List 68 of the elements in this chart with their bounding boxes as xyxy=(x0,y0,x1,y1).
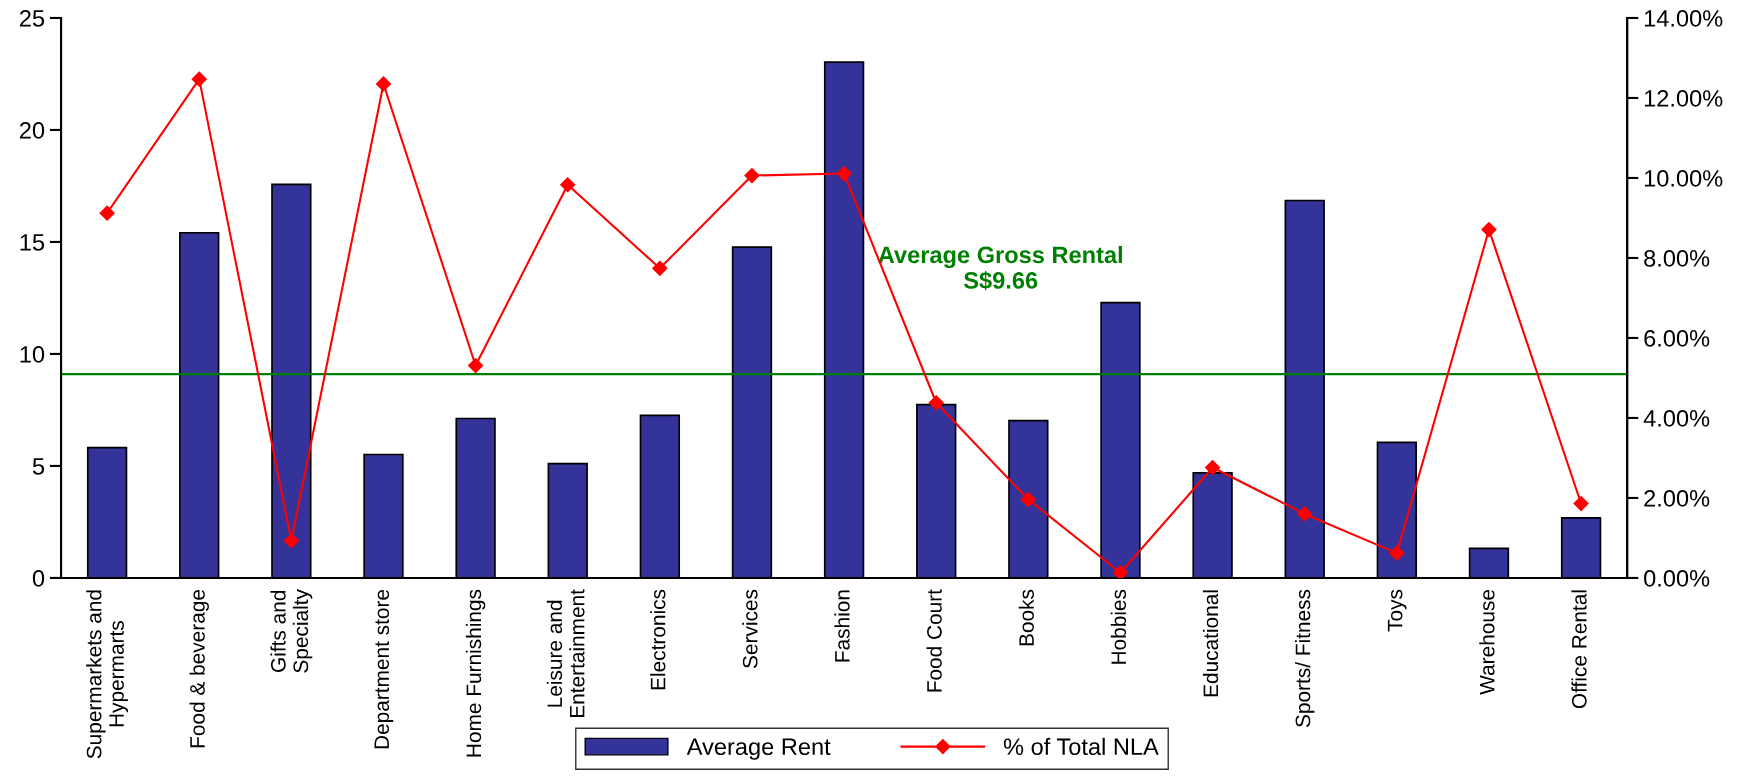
ref-line-label: Average Gross Rental S$9.66 xyxy=(878,245,1122,291)
y2-tick-label: 6.00% xyxy=(1644,330,1710,347)
x-tick-label: Books xyxy=(1018,589,1034,646)
y-tick-label: 5 xyxy=(32,458,45,475)
y-tick-label: 0 xyxy=(32,570,45,587)
x-tick-label: Department store xyxy=(374,589,394,749)
bar xyxy=(1376,441,1418,578)
x-tick-label: Services xyxy=(742,589,758,668)
legend-label: Average Rent xyxy=(686,738,831,760)
point xyxy=(468,357,484,374)
point xyxy=(744,167,760,184)
x-tick-label: Sports/ Fitness xyxy=(1295,589,1315,728)
bar xyxy=(731,246,773,578)
y-tick-label: 20 xyxy=(20,122,45,139)
x-tick-label: Warehouse xyxy=(1479,589,1495,695)
x-tick-label: Educational xyxy=(1202,590,1219,697)
point xyxy=(283,533,299,549)
point xyxy=(1297,506,1313,522)
bar xyxy=(179,231,220,578)
bar xyxy=(1100,301,1141,578)
y-tick-label: 25 xyxy=(20,10,45,27)
point xyxy=(560,177,576,193)
bar xyxy=(823,61,865,578)
y2-tick-label: 12.00% xyxy=(1644,90,1723,107)
x-tick-label: Gifts and Specialty xyxy=(270,589,313,673)
x-tick-label: Fashion xyxy=(834,590,850,662)
point xyxy=(1481,221,1497,238)
bar xyxy=(1008,419,1049,578)
bar xyxy=(1284,199,1325,578)
y2-tick-label: 0.00% xyxy=(1644,570,1710,587)
x-tick-label: Toys xyxy=(1387,589,1407,632)
bar xyxy=(271,183,312,578)
point xyxy=(99,205,115,221)
y-tick-label: 10 xyxy=(20,346,45,363)
x-tick-label: Electronics xyxy=(650,589,666,690)
bar xyxy=(455,417,496,578)
y2-tick-label: 10.00% xyxy=(1644,170,1723,187)
legend-label: % of Total NLA xyxy=(1003,737,1159,756)
y2-tick-label: 4.00% xyxy=(1643,410,1710,427)
point xyxy=(1020,491,1036,508)
y2-tick-label: 14.00% xyxy=(1644,10,1723,27)
point xyxy=(1573,495,1589,512)
x-tick-label: Supermarkets and Hypermarts xyxy=(86,590,129,759)
y-tick-label: 15 xyxy=(20,234,45,251)
bar xyxy=(1560,517,1602,578)
point xyxy=(836,165,852,182)
bar xyxy=(86,446,128,578)
bar xyxy=(639,414,681,578)
x-tick-label: Home Furnishings xyxy=(465,589,486,757)
x-tick-label: Hobbies xyxy=(1110,589,1127,664)
bar xyxy=(363,453,404,578)
point xyxy=(928,395,944,411)
x-tick-label: Leisure and Entertainment xyxy=(546,589,585,718)
point xyxy=(652,260,668,276)
point xyxy=(375,76,392,92)
x-tick-label: Food Court xyxy=(926,589,942,692)
bar xyxy=(547,462,588,578)
bar xyxy=(916,403,957,578)
point xyxy=(1389,545,1405,561)
x-tick-label: Office Rental xyxy=(1571,590,1587,709)
y2-tick-label: 8.00% xyxy=(1644,250,1710,267)
point xyxy=(191,71,207,87)
point xyxy=(1205,459,1221,476)
y2-tick-label: 2.00% xyxy=(1644,490,1710,507)
point xyxy=(1112,565,1129,578)
bar xyxy=(1192,472,1233,578)
x-tick-label: Food & beverage xyxy=(189,589,209,748)
bar xyxy=(1468,547,1510,578)
